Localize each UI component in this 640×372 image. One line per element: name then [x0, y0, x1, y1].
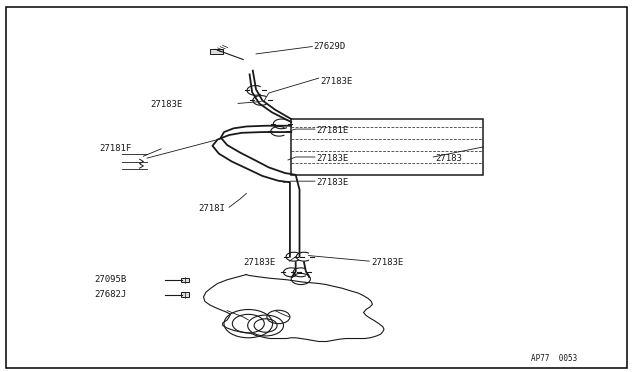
Text: 27629D: 27629D	[314, 42, 346, 51]
FancyBboxPatch shape	[181, 292, 189, 297]
Text: 27183E: 27183E	[317, 178, 349, 187]
FancyBboxPatch shape	[181, 278, 189, 282]
Text: 27183: 27183	[435, 154, 462, 163]
Bar	[291, 119, 483, 175]
Text: 2718I: 2718I	[198, 204, 225, 213]
Text: 27183E: 27183E	[317, 154, 349, 163]
Text: 27183E: 27183E	[243, 258, 275, 267]
Text: 27095B: 27095B	[95, 275, 127, 284]
Text: 27181E: 27181E	[317, 126, 349, 135]
Text: 27682J: 27682J	[95, 290, 127, 299]
Text: 27181F: 27181F	[99, 144, 131, 153]
FancyBboxPatch shape	[210, 49, 223, 54]
Text: 27183E: 27183E	[150, 100, 182, 109]
Text: 27183E: 27183E	[371, 258, 403, 267]
Text: 27183E: 27183E	[320, 77, 352, 86]
Text: AP77  0053: AP77 0053	[531, 355, 577, 363]
